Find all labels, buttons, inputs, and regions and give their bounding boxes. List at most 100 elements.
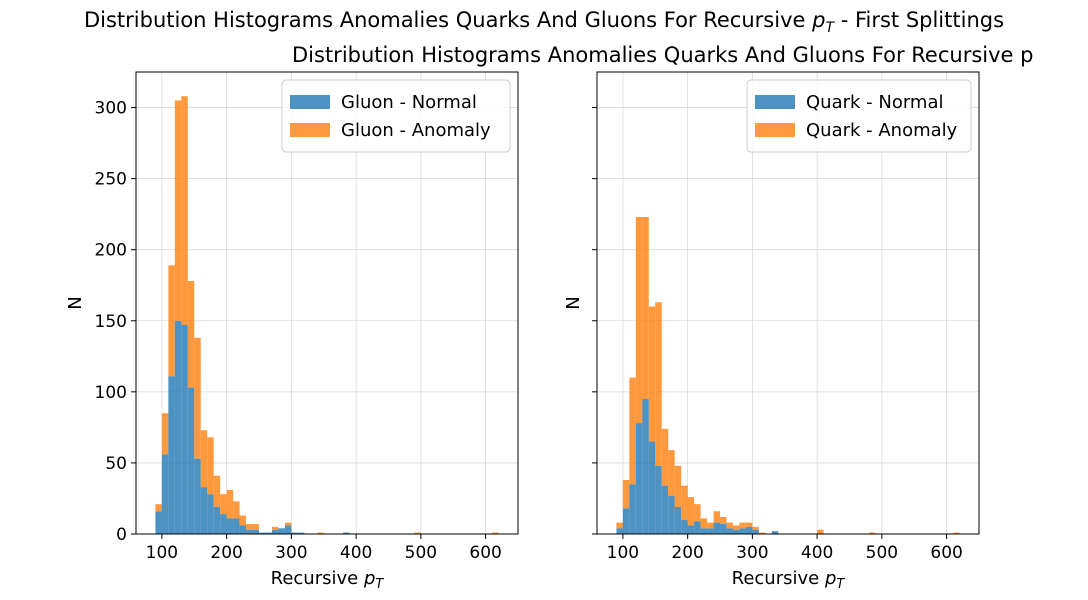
bar-normal <box>233 518 240 534</box>
bar-anomaly <box>713 511 721 523</box>
bar-anomaly <box>707 522 714 529</box>
bar-normal <box>194 458 201 534</box>
bar-anomaly <box>161 413 169 455</box>
bar-anomaly <box>252 524 260 530</box>
bar-normal <box>252 529 260 534</box>
bar-anomaly <box>745 522 753 527</box>
axes-frame <box>596 71 980 535</box>
bar-normal <box>200 487 208 534</box>
x-tick-label: 600 <box>930 543 962 563</box>
bar-normal <box>239 525 247 534</box>
bar-anomaly <box>720 516 727 525</box>
bar-anomaly <box>752 526 759 530</box>
bar-normal <box>168 376 175 534</box>
bar-anomaly <box>687 497 695 526</box>
x-tick-label: 400 <box>340 543 372 563</box>
bar-anomaly <box>868 532 876 534</box>
y-tick-label: 100 <box>95 383 127 403</box>
legend-label: Gluon - Normal <box>341 92 477 113</box>
bar-anomaly <box>246 524 253 530</box>
bar-anomaly <box>629 377 636 485</box>
bar-anomaly <box>194 337 201 459</box>
bar-anomaly <box>174 100 182 321</box>
bar-normal <box>771 531 779 534</box>
bar-anomaly <box>661 428 669 486</box>
figure-suptitle: Distribution Histograms Anomalies Quarks… <box>83 8 1005 37</box>
x-tick-label: 200 <box>210 543 242 563</box>
x-tick-label: 100 <box>607 543 639 563</box>
bar-anomaly <box>681 485 688 520</box>
bar-anomaly <box>655 302 662 466</box>
bar-normal <box>259 532 266 534</box>
x-tick-label: 500 <box>866 543 898 563</box>
bar-anomaly <box>732 525 740 530</box>
chart-panel-2: 100 200 300 400 500 600 Recursive pT N Quark - N… <box>563 71 980 592</box>
bar-normal <box>207 494 214 534</box>
bar-normal <box>687 525 695 534</box>
bar-anomaly <box>668 450 675 496</box>
bar-normal <box>674 506 682 534</box>
bar-normal <box>174 320 182 534</box>
bar-anomaly <box>414 532 421 534</box>
legend-box <box>746 79 972 153</box>
bar-anomaly <box>700 518 708 529</box>
bar-normal <box>661 485 669 534</box>
bar-anomaly <box>181 96 188 326</box>
bar-anomaly <box>284 522 292 526</box>
y-tick-label: 250 <box>95 170 127 190</box>
x-tick-label: 400 <box>801 543 833 563</box>
bar-normal <box>622 508 630 534</box>
bar-anomaly <box>492 532 499 534</box>
bar-anomaly <box>220 494 227 515</box>
x-tick-label: 300 <box>275 543 307 563</box>
bar-anomaly <box>758 532 766 534</box>
bar-normal <box>291 532 298 534</box>
bar-normal <box>213 506 221 534</box>
y-tick-label: 50 <box>105 454 127 474</box>
bar-normal <box>161 454 169 534</box>
legend-swatch <box>755 95 795 109</box>
bar-normal <box>155 511 162 534</box>
bar-normal <box>246 529 253 534</box>
bar-anomaly <box>213 475 221 507</box>
bar-anomaly <box>168 265 175 377</box>
bar-anomaly <box>635 216 643 424</box>
legend-label: Gluon - Anomaly <box>341 120 491 141</box>
bar-normal <box>648 441 656 534</box>
bar-normal <box>707 528 714 534</box>
bar-normal <box>668 495 675 534</box>
legend-swatch <box>290 95 330 109</box>
legend-box <box>281 79 511 153</box>
x-tick-label: 200 <box>671 543 703 563</box>
bar-normal <box>181 325 188 534</box>
bar-anomaly <box>616 522 623 529</box>
bar-normal <box>700 528 708 534</box>
bar-anomaly <box>622 479 630 509</box>
bar-normal <box>271 529 279 534</box>
bar-anomaly <box>642 216 649 399</box>
bar-normal <box>720 524 727 534</box>
bar-normal <box>739 528 746 534</box>
bar-anomaly <box>317 532 324 534</box>
bar-normal <box>616 528 623 534</box>
bar-normal <box>642 398 649 534</box>
bar-normal <box>343 532 350 534</box>
x-tick-label: 500 <box>405 543 437 563</box>
x-axis-label: Recursive pT <box>732 568 846 592</box>
bar-normal <box>732 529 740 534</box>
bar-normal <box>297 532 305 534</box>
y-axis-label: N <box>563 296 584 309</box>
bar-normal <box>265 532 272 534</box>
bar-anomaly <box>953 532 960 534</box>
x-tick-label: 600 <box>469 543 501 563</box>
bar-anomaly <box>239 515 247 526</box>
bar-normal <box>713 522 721 534</box>
bar-anomaly <box>187 280 195 388</box>
bar-anomaly <box>155 504 162 512</box>
legend-swatch <box>755 123 795 137</box>
bar-anomaly <box>200 430 208 488</box>
bar-normal <box>726 528 733 534</box>
bar-anomaly <box>271 526 279 530</box>
y-tick-label: 0 <box>116 525 127 545</box>
x-axis-label: Recursive pT <box>271 568 385 592</box>
